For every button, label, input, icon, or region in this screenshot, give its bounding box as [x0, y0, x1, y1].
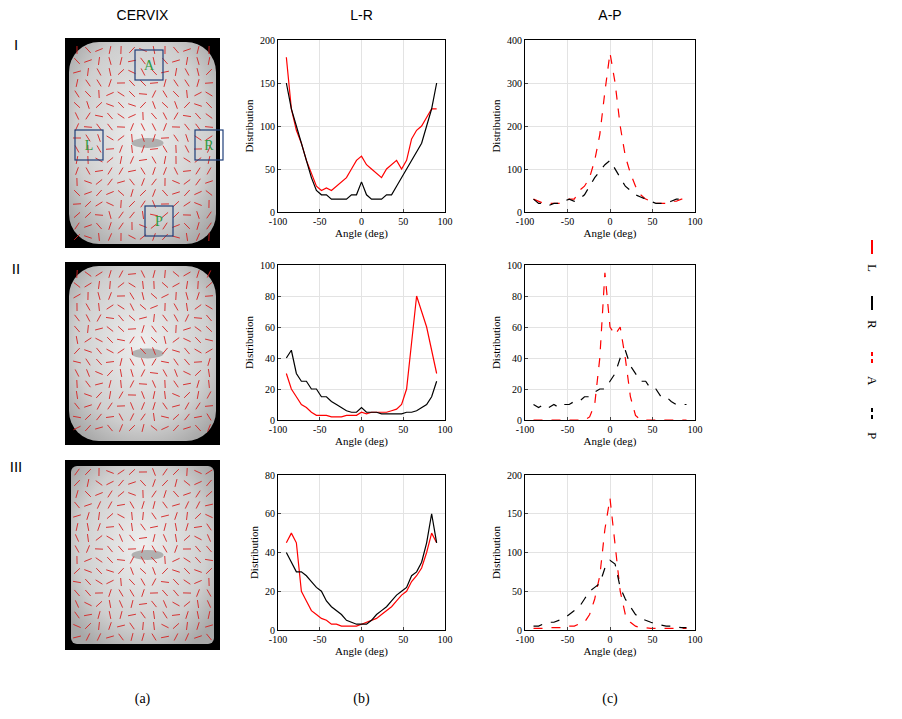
svg-text:I: I: [14, 36, 18, 53]
svg-text:-100: -100: [269, 216, 287, 227]
svg-text:-100: -100: [516, 634, 534, 645]
svg-text:40: 40: [512, 353, 522, 364]
svg-text:100: 100: [688, 634, 703, 645]
svg-text:400: 400: [507, 35, 522, 46]
svg-text:Distribution: Distribution: [248, 525, 260, 579]
svg-text:P: P: [865, 432, 880, 439]
svg-text:A-P: A-P: [598, 7, 621, 23]
svg-text:200: 200: [507, 121, 522, 132]
svg-text:Angle (deg): Angle (deg): [584, 227, 637, 240]
svg-text:P: P: [155, 214, 163, 229]
svg-text:0: 0: [517, 625, 522, 636]
svg-text:Distribution: Distribution: [490, 315, 502, 369]
svg-text:A: A: [865, 376, 880, 386]
svg-text:50: 50: [648, 216, 658, 227]
svg-text:Angle (deg): Angle (deg): [335, 435, 388, 448]
svg-text:40: 40: [265, 353, 275, 364]
svg-text:Distribution: Distribution: [490, 99, 502, 153]
svg-text:50: 50: [648, 634, 658, 645]
svg-text:100: 100: [438, 216, 453, 227]
svg-text:II: II: [12, 260, 20, 277]
svg-text:0: 0: [270, 207, 275, 218]
svg-text:Distribution: Distribution: [243, 315, 255, 369]
svg-text:50: 50: [398, 424, 408, 435]
svg-text:CERVIX: CERVIX: [117, 7, 170, 23]
svg-text:0: 0: [359, 634, 364, 645]
svg-text:100: 100: [438, 424, 453, 435]
svg-text:-50: -50: [561, 424, 574, 435]
svg-text:80: 80: [512, 291, 522, 302]
svg-text:Angle (deg): Angle (deg): [335, 227, 388, 240]
svg-text:-100: -100: [516, 216, 534, 227]
svg-text:Distribution: Distribution: [243, 99, 255, 153]
svg-text:(b): (b): [353, 691, 370, 707]
svg-text:Angle (deg): Angle (deg): [335, 645, 388, 658]
svg-text:-100: -100: [269, 634, 287, 645]
svg-text:50: 50: [265, 164, 275, 175]
svg-text:100: 100: [688, 424, 703, 435]
svg-text:-50: -50: [313, 216, 326, 227]
svg-text:0: 0: [359, 216, 364, 227]
svg-text:60: 60: [512, 322, 522, 333]
svg-text:0: 0: [270, 415, 275, 426]
svg-text:A: A: [144, 58, 155, 73]
svg-text:200: 200: [260, 35, 275, 46]
svg-text:R: R: [204, 138, 214, 153]
svg-text:0: 0: [608, 424, 613, 435]
svg-text:0: 0: [608, 216, 613, 227]
svg-text:-50: -50: [313, 634, 326, 645]
svg-text:L-R: L-R: [350, 7, 373, 23]
svg-text:100: 100: [688, 216, 703, 227]
svg-text:200: 200: [507, 470, 522, 481]
svg-text:50: 50: [398, 216, 408, 227]
svg-text:R: R: [865, 320, 880, 329]
svg-text:100: 100: [438, 634, 453, 645]
svg-text:60: 60: [265, 322, 275, 333]
svg-text:Angle (deg): Angle (deg): [584, 645, 637, 658]
svg-text:(a): (a): [135, 691, 151, 707]
svg-text:-100: -100: [269, 424, 287, 435]
svg-text:III: III: [10, 458, 23, 475]
svg-text:150: 150: [507, 508, 522, 519]
svg-text:L: L: [865, 264, 880, 272]
svg-text:300: 300: [507, 78, 522, 89]
svg-text:40: 40: [265, 547, 275, 558]
svg-text:20: 20: [265, 384, 275, 395]
svg-text:0: 0: [517, 207, 522, 218]
svg-text:-100: -100: [516, 424, 534, 435]
svg-text:L: L: [85, 138, 94, 153]
svg-text:100: 100: [507, 260, 522, 271]
svg-text:-50: -50: [561, 216, 574, 227]
svg-text:150: 150: [260, 78, 275, 89]
svg-text:80: 80: [265, 470, 275, 481]
svg-text:Distribution: Distribution: [490, 525, 502, 579]
svg-text:-50: -50: [313, 424, 326, 435]
svg-text:0: 0: [608, 634, 613, 645]
svg-text:100: 100: [507, 164, 522, 175]
svg-text:0: 0: [517, 415, 522, 426]
svg-text:(c): (c): [602, 691, 618, 707]
svg-text:100: 100: [260, 260, 275, 271]
svg-text:-50: -50: [561, 634, 574, 645]
svg-text:Angle (deg): Angle (deg): [584, 435, 637, 448]
svg-text:50: 50: [648, 424, 658, 435]
svg-text:60: 60: [265, 508, 275, 519]
svg-text:20: 20: [512, 384, 522, 395]
svg-text:100: 100: [260, 121, 275, 132]
svg-text:50: 50: [512, 586, 522, 597]
svg-text:50: 50: [398, 634, 408, 645]
svg-text:80: 80: [265, 291, 275, 302]
svg-text:0: 0: [270, 625, 275, 636]
svg-text:100: 100: [507, 547, 522, 558]
svg-text:0: 0: [359, 424, 364, 435]
svg-text:20: 20: [265, 586, 275, 597]
